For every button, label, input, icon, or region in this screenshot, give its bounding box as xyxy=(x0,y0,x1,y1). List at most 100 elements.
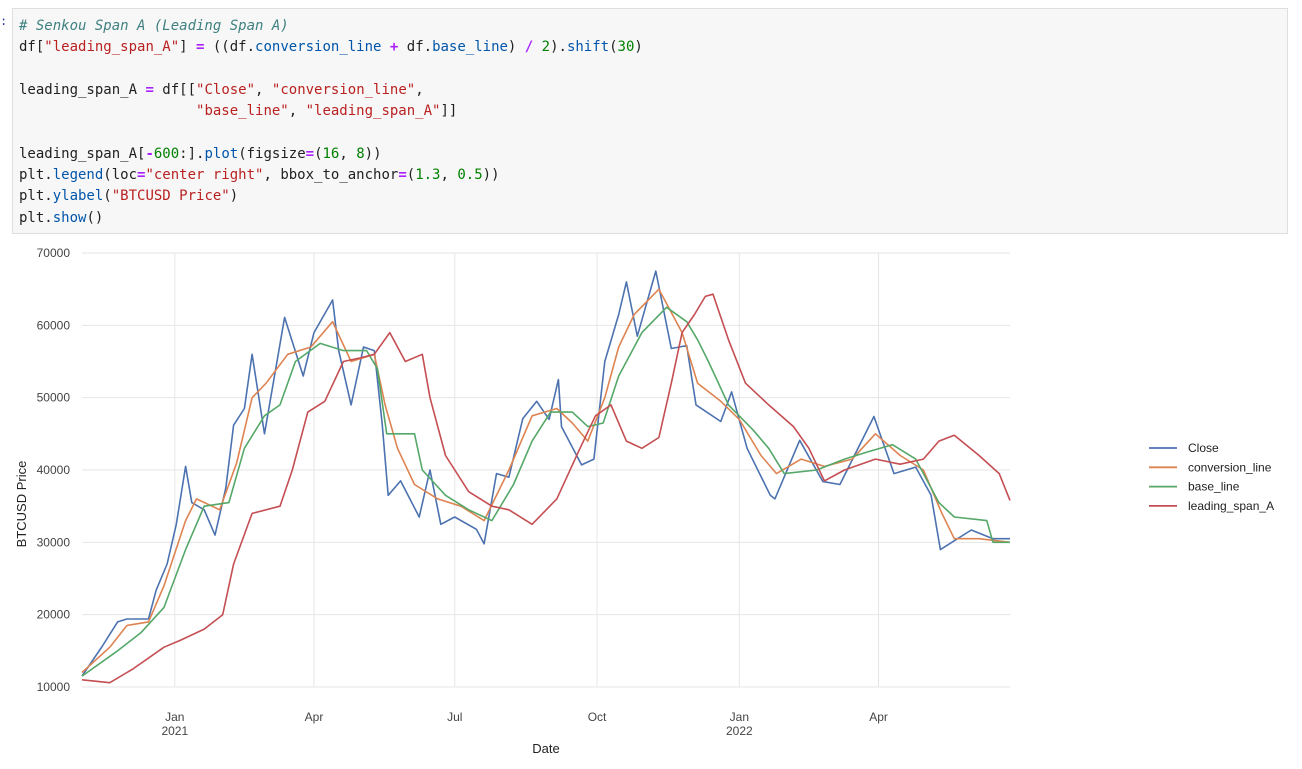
code-token: ( xyxy=(314,145,323,162)
y-tick-label: 30000 xyxy=(37,535,71,549)
code-token: shift xyxy=(566,39,610,56)
series-line-leading-span-A xyxy=(81,293,1011,684)
code-token: / xyxy=(524,39,534,56)
x-axis-label: Date xyxy=(532,741,559,756)
code-token: ) xyxy=(229,188,239,205)
code-token: "conversion_line" xyxy=(271,81,416,98)
series-line-Close xyxy=(81,270,1010,677)
legend-label: conversion_line xyxy=(1188,460,1272,474)
y-tick-label: 40000 xyxy=(37,463,71,477)
code-token: , xyxy=(339,145,357,162)
code-token: 8 xyxy=(356,145,365,162)
series-lines xyxy=(81,270,1011,684)
y-tick-label: 70000 xyxy=(37,246,71,260)
code-line: plt.ylabel("BTCUSD Price") xyxy=(19,188,238,204)
code-token: show xyxy=(52,209,87,226)
code-token: )) xyxy=(364,145,382,162)
code-token: = xyxy=(137,167,146,184)
code-token: ( xyxy=(406,167,416,184)
code-token: ( xyxy=(609,39,618,56)
code-token: df[[ xyxy=(153,81,197,98)
code-token: ) xyxy=(507,39,525,56)
code-token: , xyxy=(415,81,424,98)
code-token: df. xyxy=(398,39,433,56)
code-token: = xyxy=(305,145,315,162)
code-token: , xyxy=(288,103,306,120)
code-token: = xyxy=(398,167,407,184)
y-tick-label: 50000 xyxy=(37,391,71,405)
code-line: df["leading_span_A"] = ((df.conversion_l… xyxy=(19,39,643,55)
code-token: 30 xyxy=(617,39,635,56)
x-tick-year-label: 2022 xyxy=(726,724,753,738)
x-tick-label: Oct xyxy=(588,710,607,724)
y-tick-label: 20000 xyxy=(37,608,71,622)
code-token xyxy=(533,39,541,55)
code-token: - xyxy=(145,145,154,162)
code-token: 0.5 xyxy=(457,167,483,184)
code-token: conversion_line xyxy=(255,39,382,56)
legend-item: Close xyxy=(1149,441,1219,455)
x-tick-label: Apr xyxy=(869,710,888,724)
legend-item: conversion_line xyxy=(1149,460,1272,474)
code-token: () xyxy=(86,209,104,226)
x-tick-label: Jul xyxy=(447,710,462,724)
code-line: leading_span_A[-600:].plot(figsize=(16, … xyxy=(19,146,382,162)
code-line: leading_span_A = df[["Close", "conversio… xyxy=(19,82,424,98)
code-token: + xyxy=(389,39,399,56)
legend: Close conversion_line base_line leading_spa… xyxy=(1149,441,1274,513)
code-token: plt. xyxy=(19,209,53,226)
code-token: , xyxy=(440,167,458,184)
code-token: 1.3 xyxy=(415,167,441,184)
code-token: = xyxy=(196,39,205,56)
legend-label: Close xyxy=(1188,441,1219,455)
series-line-base-line xyxy=(81,306,1010,677)
code-token: base_line xyxy=(432,39,508,56)
code-token: (figsize xyxy=(238,145,306,162)
y-tick-label: 10000 xyxy=(37,680,71,694)
code-token: 16 xyxy=(322,145,340,162)
legend-label: leading_span_A xyxy=(1188,499,1274,513)
code-token xyxy=(381,39,389,55)
code-token: ( xyxy=(103,188,112,205)
code-token: , xyxy=(255,81,272,98)
code-token: df[ xyxy=(19,39,45,56)
code-token: ylabel xyxy=(52,188,104,205)
code-token: "BTCUSD Price" xyxy=(111,188,230,205)
legend-item: leading_span_A xyxy=(1149,499,1274,513)
code-token: ). xyxy=(550,39,567,56)
code-token: ] xyxy=(179,39,197,56)
code-token: :]. xyxy=(179,145,205,162)
code-token: plt. xyxy=(19,188,53,205)
code-line: plt.show() xyxy=(19,210,103,226)
legend-label: base_line xyxy=(1188,480,1240,494)
y-tick-label: 60000 xyxy=(37,318,71,332)
code-token: 600 xyxy=(153,145,180,162)
code-token: legend xyxy=(52,167,104,184)
code-token xyxy=(19,103,196,119)
code-token: leading_span_A[ xyxy=(19,145,146,162)
x-tick-label: Apr xyxy=(305,710,324,724)
code-token: "leading_span_A" xyxy=(305,103,441,120)
code-token: "base_line" xyxy=(196,103,289,120)
plot-output: 10000 20000 30000 40000 50000 60000 70000 Jan 2… xyxy=(0,240,1302,769)
cell-prompt: : xyxy=(0,14,8,28)
code-token: "Close" xyxy=(196,81,256,98)
code-token: 2 xyxy=(541,39,551,56)
x-tick-label: Jan xyxy=(165,710,184,724)
code-token: plot xyxy=(204,145,239,162)
code-token: (loc xyxy=(103,167,138,184)
code-token: plt. xyxy=(19,167,53,184)
code-cell[interactable]: # Senkou Span A (Leading Span A) df["lea… xyxy=(12,8,1288,234)
code-token: )) xyxy=(482,167,500,184)
code-token: , bbox_to_anchor xyxy=(263,167,399,184)
code-token: "center right" xyxy=(145,167,264,184)
code-line: "base_line", "leading_span_A"]] xyxy=(19,103,457,119)
code-editor[interactable]: # Senkou Span A (Leading Span A) df["lea… xyxy=(19,16,643,229)
code-token: ]] xyxy=(440,103,458,120)
legend-item: base_line xyxy=(1149,480,1240,494)
code-token: ((df. xyxy=(204,39,256,56)
y-axis-label: BTCUSD Price xyxy=(14,461,29,548)
code-line: plt.legend(loc="center right", bbox_to_a… xyxy=(19,167,500,183)
x-tick-label: Jan xyxy=(730,710,749,724)
